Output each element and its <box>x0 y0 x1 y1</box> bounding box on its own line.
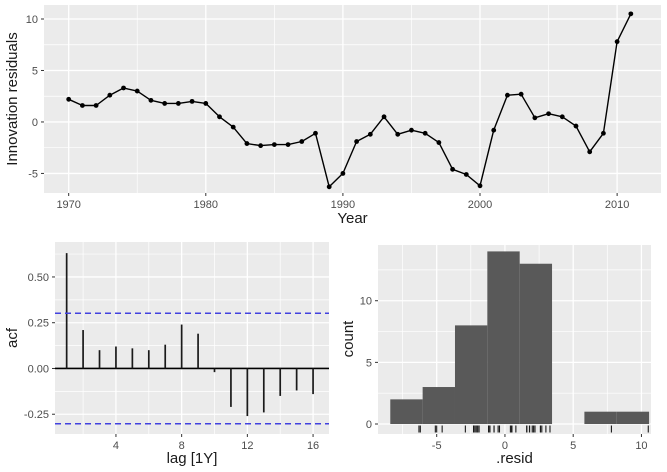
ts-data-point <box>532 115 538 121</box>
ts-data-point <box>505 92 510 98</box>
ts-data-point <box>285 142 291 148</box>
acf-x-axis-title: lag [1Y] <box>166 450 218 467</box>
ts-data-point <box>573 123 579 129</box>
ts-data-point <box>422 130 428 136</box>
ts-x-tick-label: 2010 <box>605 199 629 211</box>
ts-data-point <box>463 172 469 177</box>
ts-panel-background <box>44 5 661 193</box>
ts-data-point <box>559 114 565 120</box>
ts-x-tick-label: 1980 <box>194 199 218 211</box>
hist-x-tick-label: 10 <box>635 440 647 452</box>
ts-data-point <box>299 139 305 144</box>
ts-data-point <box>601 130 606 136</box>
hist-y-tick-label: 0 <box>366 419 372 431</box>
ts-y-tick-label: 10 <box>26 14 38 26</box>
hist-y-tick-label: 10 <box>360 296 372 308</box>
ts-x-tick-label: 1970 <box>56 199 80 211</box>
ts-data-point <box>66 96 72 102</box>
acf-y-tick-label: 0.25 <box>28 318 49 330</box>
ts-data-point <box>79 103 85 108</box>
ts-data-point <box>134 88 140 94</box>
ts-y-axis-title: Innovation residuals <box>4 32 21 166</box>
hist-bar <box>390 399 423 425</box>
ts-data-point <box>587 149 593 155</box>
ts-data-point <box>395 131 401 137</box>
ts-data-point <box>203 101 209 106</box>
ts-data-point <box>313 130 318 136</box>
ts-y-tick-label: 0 <box>32 117 38 129</box>
ts-data-point <box>258 143 264 149</box>
ts-data-point <box>628 11 634 17</box>
ts-x-tick-label: 2000 <box>468 199 492 211</box>
hist-y-tick-label: 5 <box>366 357 372 369</box>
hist-bar <box>616 411 650 425</box>
ts-data-point <box>477 183 483 189</box>
hist-bar <box>487 251 520 425</box>
ts-data-point <box>271 142 277 148</box>
ts-data-point <box>491 127 497 133</box>
hist-x-tick-label: -5 <box>432 440 442 452</box>
acf-x-tick-label: 12 <box>241 440 253 452</box>
ts-data-point <box>409 127 414 133</box>
ts-data-point <box>175 101 181 106</box>
hist-x-tick-label: 0 <box>502 440 508 452</box>
acf-y-axis-title: acf <box>4 328 21 349</box>
acf-x-tick-label: 16 <box>307 440 319 452</box>
ts-data-point <box>367 131 373 137</box>
ts-data-point <box>121 85 126 91</box>
ts-data-point <box>93 103 99 108</box>
acf-y-tick-label: 0.50 <box>28 272 49 284</box>
ts-y-tick-label: 5 <box>32 65 38 77</box>
hist-x-tick-label: 5 <box>570 440 576 452</box>
ts-y-tick-label: -5 <box>28 168 38 180</box>
ts-data-point <box>436 140 442 145</box>
ts-x-tick-label: 1990 <box>331 199 355 211</box>
ts-data-point <box>518 91 524 97</box>
ts-data-point <box>326 184 332 190</box>
hist-bar <box>454 325 488 425</box>
ts-data-point <box>381 114 387 120</box>
ts-data-point <box>230 124 236 130</box>
acf-panel-background <box>55 242 329 434</box>
hist-bar <box>519 263 553 425</box>
acf-x-tick-label: 4 <box>113 440 119 452</box>
ts-data-point <box>107 92 113 98</box>
ts-data-point <box>244 141 250 146</box>
hist-x-axis-title: .resid <box>496 450 533 467</box>
acf-x-tick-label: 8 <box>179 440 185 452</box>
ts-data-point <box>614 39 620 45</box>
ts-data-point <box>450 166 455 172</box>
ts-data-point <box>340 171 346 176</box>
ts-data-point <box>217 114 222 120</box>
hist-y-axis-title: count <box>340 320 357 358</box>
ts-data-point <box>148 97 154 103</box>
ts-data-point <box>354 139 360 144</box>
hist-bar <box>584 411 617 425</box>
ts-x-axis-title: Year <box>337 210 368 227</box>
ts-data-point <box>189 98 195 104</box>
ts-data-point <box>546 111 551 117</box>
ts-data-point <box>162 101 168 106</box>
hist-bar <box>422 387 455 425</box>
acf-y-tick-label: -0.25 <box>24 409 49 421</box>
acf-y-tick-label: 0.00 <box>28 363 49 375</box>
